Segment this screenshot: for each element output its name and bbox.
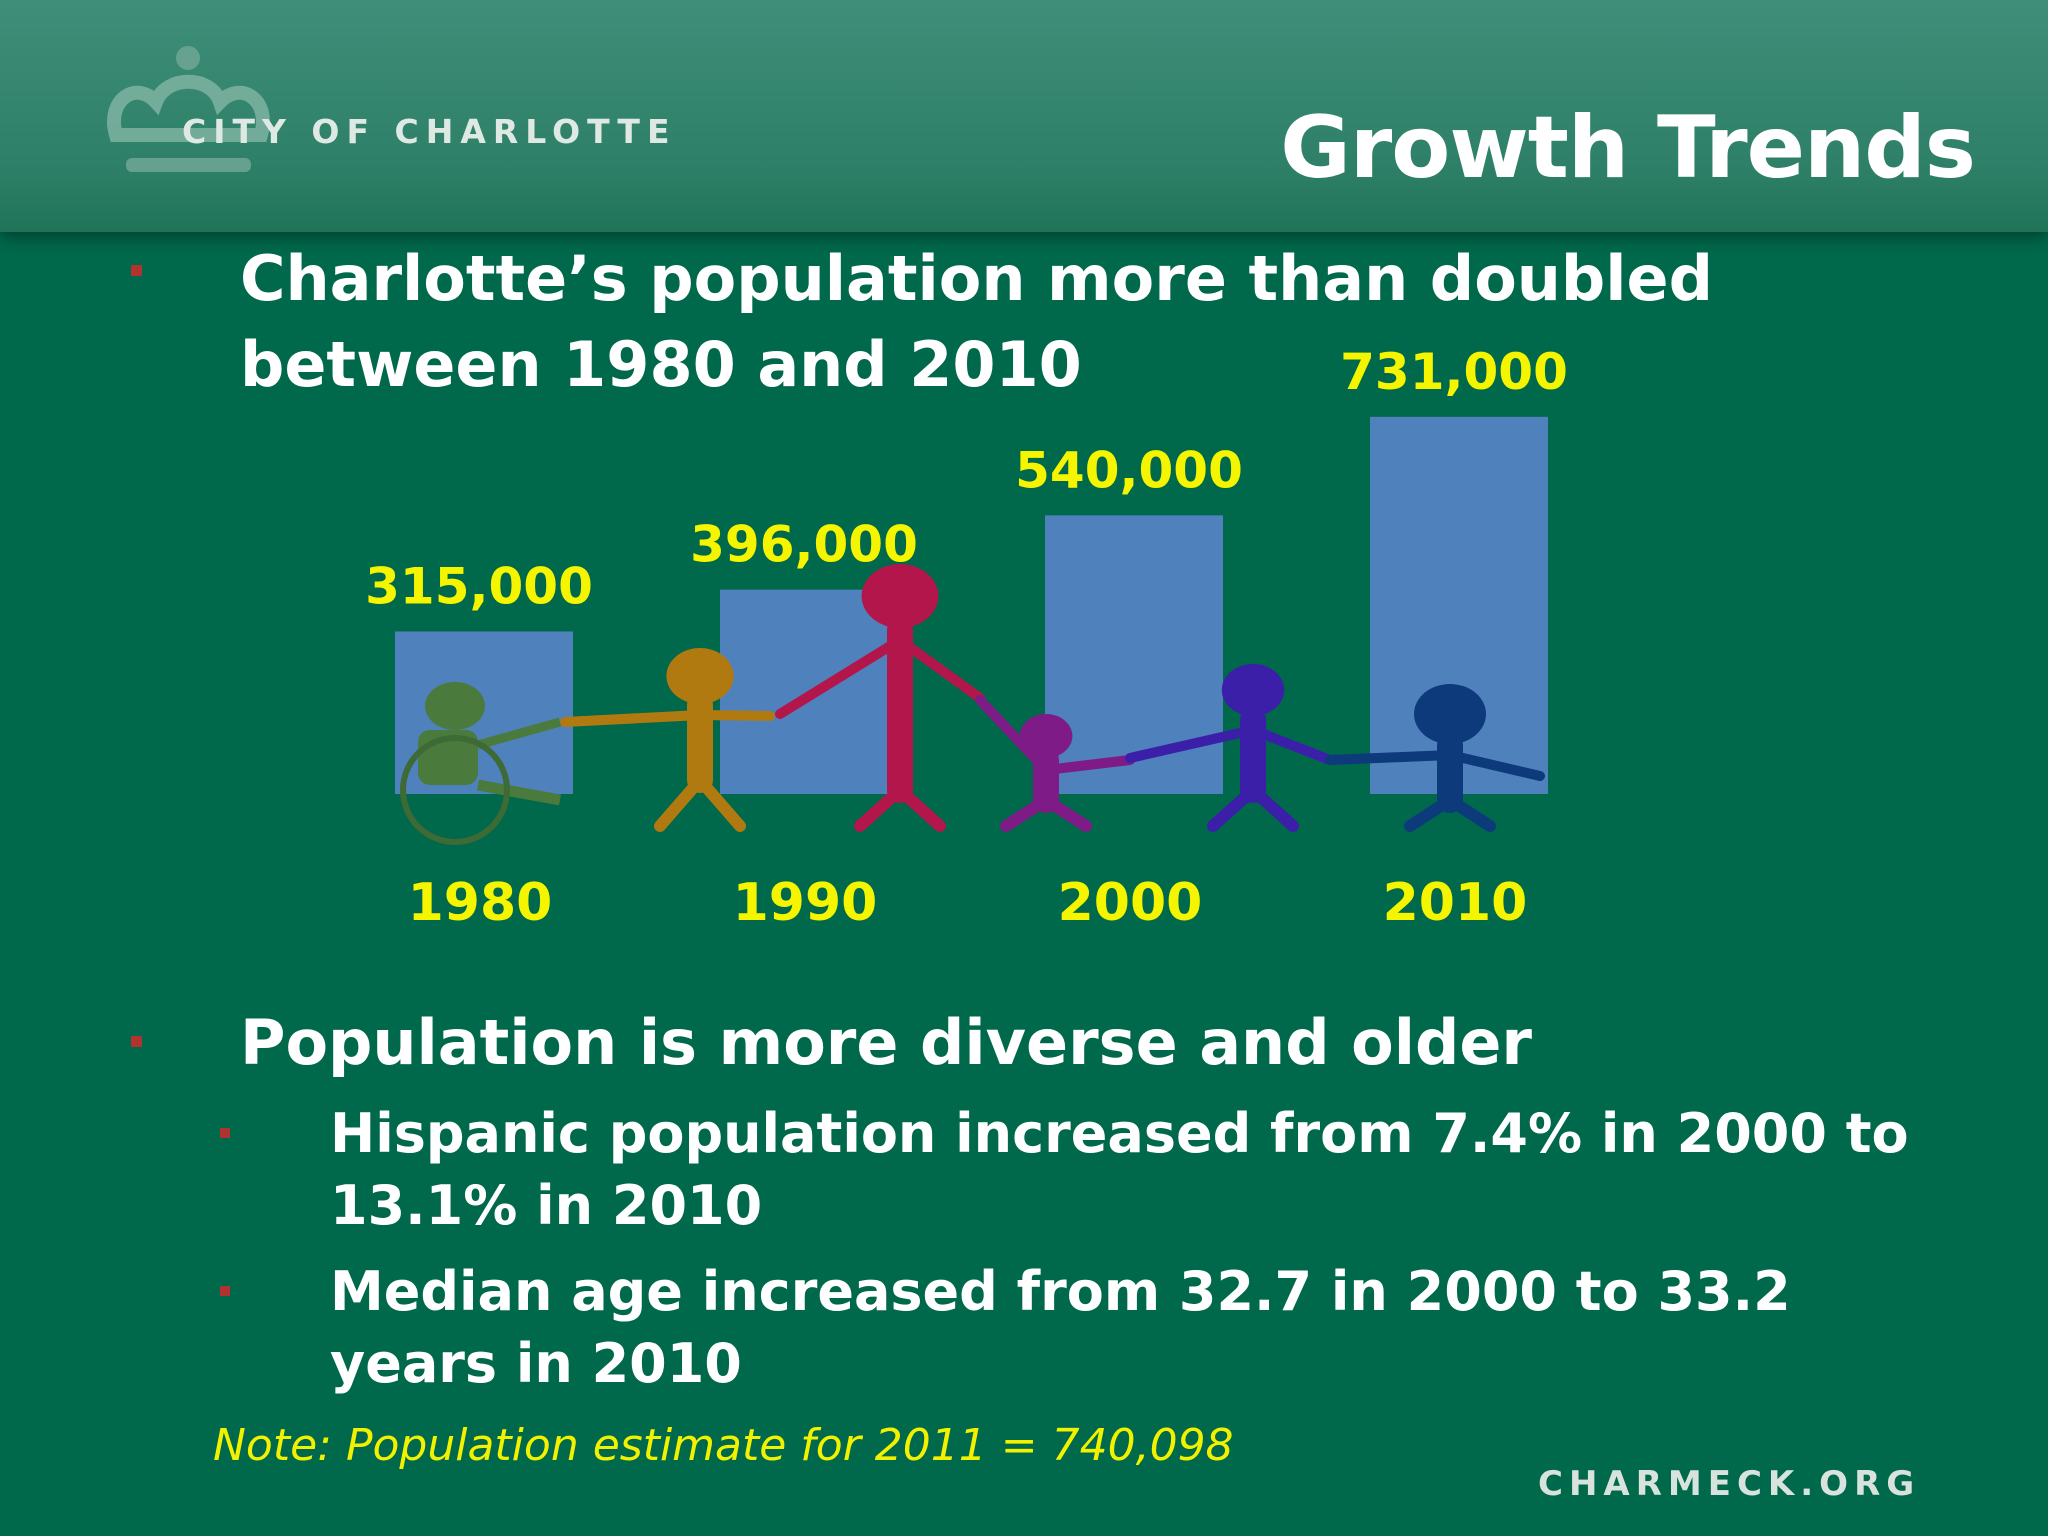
slide-title: Growth Trends <box>1280 98 1976 198</box>
bullet-marker <box>131 1036 142 1047</box>
year-label-2000: 2000 <box>1058 873 1203 933</box>
value-label-1990: 396,000 <box>690 516 918 574</box>
sub-bullet-marker <box>220 1286 230 1296</box>
figures-chain-icon <box>400 564 1545 845</box>
footer-url[interactable]: CHARMECK.ORG <box>1538 1464 1921 1504</box>
population-note: Note: Population estimate for 2011 = 740… <box>213 1420 1234 1471</box>
child-figure-icon <box>1125 664 1335 832</box>
adult-figure-icon <box>775 564 985 832</box>
crown-logo-icon <box>107 46 270 172</box>
child-figure-icon <box>1325 684 1545 832</box>
child-figure-icon <box>560 648 775 832</box>
small-child-figure-icon <box>975 695 1135 832</box>
wheelchair-figure-icon <box>400 682 562 845</box>
bullet-population-doubled: Charlotte’s population more than doubled… <box>240 242 1713 401</box>
year-label-1980: 1980 <box>408 873 553 933</box>
bullet-diverse-older: Population is more diverse and older <box>240 1006 1533 1079</box>
year-label-2010: 2010 <box>1383 873 1528 933</box>
sub-bullet-hispanic: Hispanic population increased from 7.4% … <box>330 1102 1909 1237</box>
year-label-1990: 1990 <box>733 873 878 933</box>
value-label-2000: 540,000 <box>1015 441 1243 499</box>
sub-bullet-median-age: Median age increased from 32.7 in 2000 t… <box>330 1260 1791 1395</box>
bullet-marker <box>131 265 142 276</box>
header-band <box>0 0 2048 232</box>
value-label-2010: 731,000 <box>1340 343 1568 401</box>
value-label-1980: 315,000 <box>365 557 593 615</box>
sub-bullet-marker <box>220 1128 230 1138</box>
city-logo-text: CITY OF CHARLOTTE <box>182 112 677 151</box>
